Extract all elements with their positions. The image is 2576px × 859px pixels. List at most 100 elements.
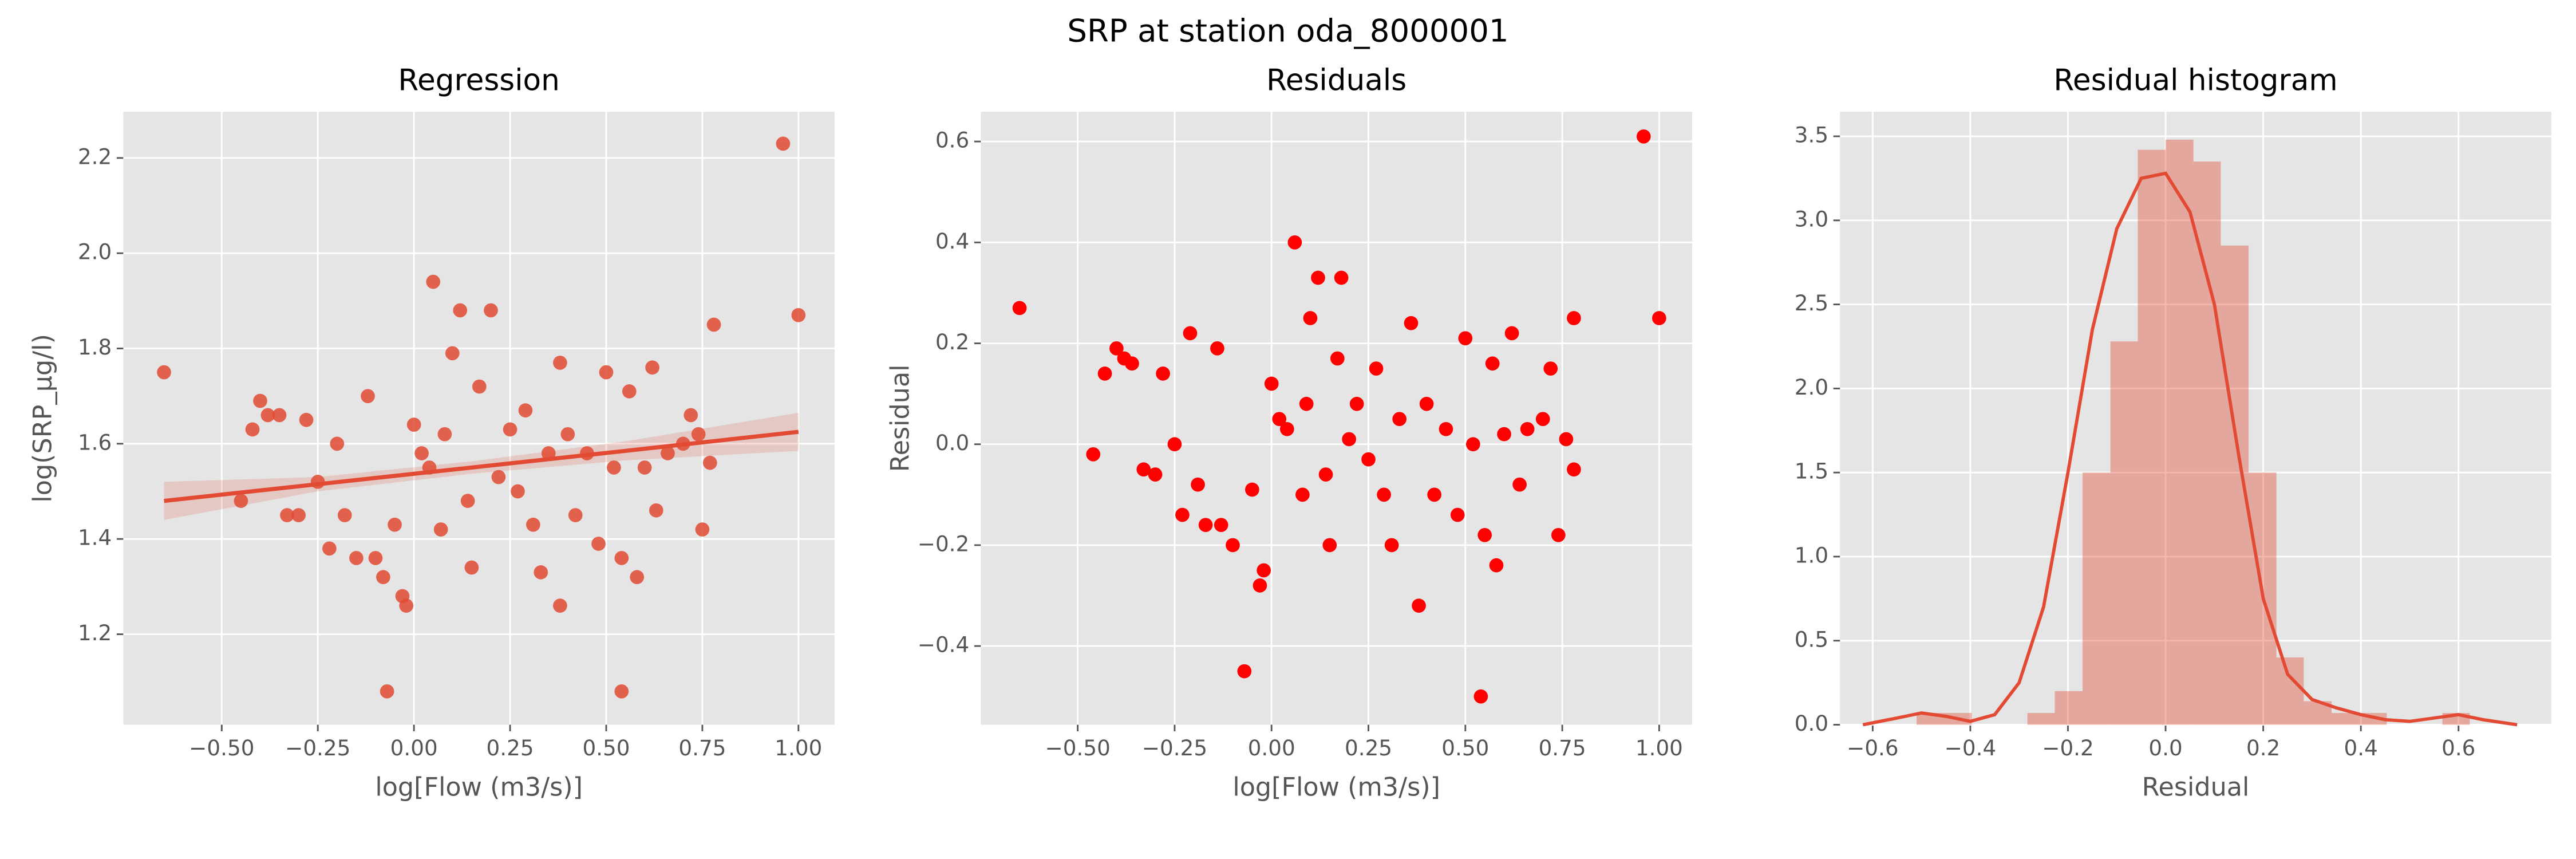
histogram-bar xyxy=(2276,657,2304,725)
subplot: −0.50 −0.25 0.00 0.25 0.50 0.75 1.00 −0.4 −0.2 0.… xyxy=(886,63,1692,802)
point xyxy=(1311,270,1325,285)
point xyxy=(349,551,364,565)
point xyxy=(776,136,791,151)
point xyxy=(1439,421,1453,436)
y-tick-label: 1.5 xyxy=(1795,459,1828,484)
x-tick-label: −0.6 xyxy=(1847,735,1899,761)
point xyxy=(1322,538,1337,553)
point xyxy=(1361,452,1376,467)
x-tick-label: 0.00 xyxy=(1248,735,1295,761)
y-tick-label: 2.5 xyxy=(1795,290,1828,316)
y-tick-label: 0.4 xyxy=(935,228,969,254)
point xyxy=(1226,538,1240,553)
point xyxy=(1279,421,1294,436)
x-tick-label: −0.50 xyxy=(189,735,254,761)
point xyxy=(1412,598,1426,613)
point xyxy=(1175,507,1190,522)
y-tick-label: 2.2 xyxy=(78,144,112,169)
point xyxy=(1214,518,1228,533)
x-tick-label: 0.0 xyxy=(2148,735,2182,761)
y-tick-label: 0.0 xyxy=(1795,711,1828,736)
point xyxy=(553,598,567,613)
figure-title: SRP at station oda_8000001 xyxy=(1067,13,1508,49)
axes-title: Residuals xyxy=(1266,63,1406,97)
point xyxy=(291,508,306,522)
point xyxy=(1473,689,1488,704)
point xyxy=(299,412,314,427)
point xyxy=(661,446,675,460)
x-tick-label: 1.00 xyxy=(1635,735,1683,761)
point xyxy=(484,303,498,318)
point xyxy=(560,427,575,442)
point xyxy=(1392,412,1407,427)
point xyxy=(1559,432,1574,447)
x-tick-label: 0.00 xyxy=(390,735,438,761)
point xyxy=(1237,664,1252,679)
point xyxy=(1245,482,1259,497)
point xyxy=(437,427,452,442)
point xyxy=(1636,129,1651,144)
point xyxy=(695,522,710,537)
y-tick-label: 3.0 xyxy=(1795,206,1828,231)
point xyxy=(1148,467,1163,482)
point xyxy=(1535,412,1550,427)
point xyxy=(1097,367,1112,381)
point xyxy=(614,551,629,565)
point xyxy=(1086,447,1101,462)
point xyxy=(1287,235,1302,250)
subplot: −0.6 −0.4 −0.2 0.0 0.2 0.4 0.6 0.0 0.5 1.0 1.5 2.0 2… xyxy=(1795,63,2551,802)
point xyxy=(272,408,287,423)
x-tick-label: 0.25 xyxy=(487,735,534,761)
x-axis-label: log[Flow (m3/s)] xyxy=(375,773,583,802)
plot-area xyxy=(1840,112,2551,725)
point xyxy=(1272,412,1287,427)
point xyxy=(460,494,475,508)
point xyxy=(1551,527,1566,542)
point xyxy=(622,384,637,399)
histogram-bar xyxy=(2083,472,2111,725)
point xyxy=(260,408,275,423)
plot-area xyxy=(981,112,1692,725)
point xyxy=(599,365,614,380)
point xyxy=(1191,477,1205,492)
point xyxy=(511,484,525,499)
point xyxy=(1404,316,1419,330)
point xyxy=(1458,331,1473,346)
point xyxy=(157,365,171,380)
point xyxy=(1136,462,1151,477)
point xyxy=(1652,311,1666,325)
subplot: −0.50 −0.25 0.00 0.25 0.50 0.75 1.00 1.2 1.4 1.6 1… xyxy=(29,63,835,802)
x-tick-label: −0.4 xyxy=(1945,735,1997,761)
point xyxy=(645,360,659,375)
point xyxy=(1257,563,1271,578)
y-tick-label: 0.2 xyxy=(935,329,969,354)
x-tick-label: −0.25 xyxy=(285,735,350,761)
point xyxy=(322,541,337,556)
axes-title: Regression xyxy=(398,63,559,97)
x-tick-label: −0.50 xyxy=(1045,735,1111,761)
point xyxy=(1342,432,1357,447)
point xyxy=(553,356,567,370)
point xyxy=(1156,367,1170,381)
x-tick-label: 0.75 xyxy=(1539,735,1586,761)
y-tick-label: 2.0 xyxy=(78,239,112,265)
point xyxy=(234,494,248,508)
x-tick-label: −0.25 xyxy=(1142,735,1207,761)
point xyxy=(453,303,468,318)
point xyxy=(1543,361,1558,376)
point xyxy=(1012,301,1027,316)
point xyxy=(1253,578,1267,593)
point xyxy=(1377,487,1391,502)
y-tick-label: −0.4 xyxy=(918,632,970,657)
point xyxy=(1303,311,1318,325)
point xyxy=(649,503,663,518)
point xyxy=(406,417,421,432)
histogram-bar xyxy=(2110,341,2138,725)
regression-line xyxy=(164,430,799,503)
point xyxy=(1567,462,1581,477)
y-tick-label: 3.5 xyxy=(1795,123,1828,148)
y-tick-label: 2.0 xyxy=(1795,375,1828,400)
point xyxy=(1567,311,1581,325)
point xyxy=(399,598,414,613)
